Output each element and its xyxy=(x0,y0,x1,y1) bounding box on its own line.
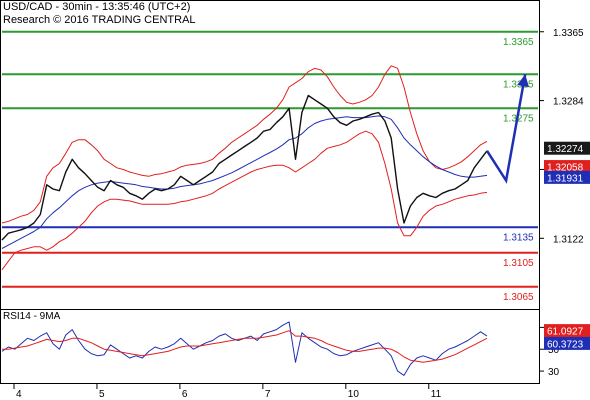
rsi-panel-frame xyxy=(0,309,540,384)
bollinger-lower-band xyxy=(1,130,488,271)
rsi-badge-0: 61.0927 xyxy=(547,327,584,338)
x-tick-0: 4 xyxy=(16,389,22,400)
price-close-line xyxy=(1,94,488,241)
x-tick-3: 7 xyxy=(265,389,271,400)
price-badge-bg-0 xyxy=(544,141,590,155)
forecast-path xyxy=(485,74,527,184)
price-panel-frame xyxy=(0,0,540,310)
price-y-tick-3: 1.3122 xyxy=(553,234,584,245)
price-badge-1: 1.32058 xyxy=(547,163,584,174)
price-line xyxy=(1,94,488,241)
rsi-badge-bg-1 xyxy=(544,336,590,350)
forecast-arrowhead xyxy=(517,74,529,88)
rsi-lines xyxy=(1,321,488,376)
rsi-y-tick-1: 50 xyxy=(548,345,560,356)
rsi-badge-bg-0 xyxy=(544,324,590,338)
price-y-tick-1: 1.3284 xyxy=(553,97,584,108)
price-badge-2: 1.31931 xyxy=(547,173,584,184)
level-label-0: 1.3365 xyxy=(503,37,534,48)
chart-title: USD/CAD - 30min - 13:35:46 (UTC+2) xyxy=(3,1,191,13)
x-axis: 4 5 6 7 10 11 xyxy=(13,384,442,400)
rsi-panel-title: RSI14 - 9MA xyxy=(3,311,61,322)
price-badge-0: 1.32274 xyxy=(547,144,584,155)
bollinger-upper-band xyxy=(1,65,488,224)
rsi-ma-line xyxy=(2,330,488,363)
price-badge-bg-2 xyxy=(544,170,590,184)
moving-average-line xyxy=(1,115,488,249)
x-tick-4: 10 xyxy=(348,389,360,400)
forecast-arrow xyxy=(485,74,529,184)
level-label-3: 1.3135 xyxy=(503,232,534,243)
x-tick-5: 11 xyxy=(431,389,442,400)
bollinger-bands xyxy=(1,65,488,271)
rsi-badge-1: 60.3723 xyxy=(547,339,584,350)
rsi-line xyxy=(1,321,488,376)
level-label-5: 1.3065 xyxy=(503,292,534,303)
x-tick-2: 6 xyxy=(182,389,188,400)
x-tick-1: 5 xyxy=(99,389,105,400)
price-badge-bg-1 xyxy=(544,160,590,174)
price-y-tick-0: 1.3365 xyxy=(553,28,584,39)
rsi-y-tick-2: 30 xyxy=(548,367,560,378)
moving-average xyxy=(1,115,488,249)
level-label-2: 1.3275 xyxy=(503,113,534,124)
level-label-4: 1.3105 xyxy=(503,258,534,269)
chart-subtitle: Research © 2016 TRADING CENTRAL xyxy=(3,14,196,26)
